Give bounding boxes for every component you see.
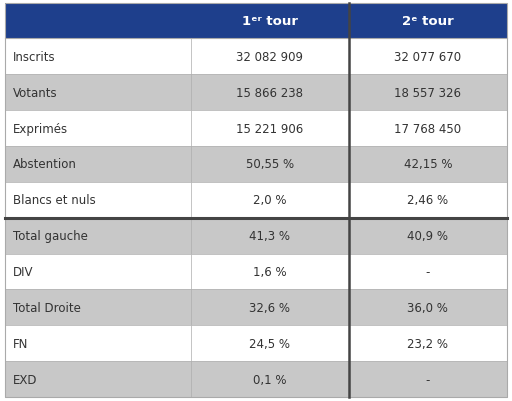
Text: 24,5 %: 24,5 % — [249, 337, 290, 350]
Text: DIV: DIV — [13, 265, 33, 278]
Bar — [191, 361, 349, 397]
Bar — [5, 361, 191, 397]
Bar — [349, 361, 507, 397]
Text: 41,3 %: 41,3 % — [249, 229, 290, 243]
Text: -: - — [425, 373, 430, 386]
Text: 2ᵉ tour: 2ᵉ tour — [402, 15, 454, 28]
Text: 1,6 %: 1,6 % — [253, 265, 287, 278]
Bar — [5, 147, 191, 182]
Bar — [5, 75, 191, 111]
Text: Exprimés: Exprimés — [13, 122, 68, 135]
Text: 23,2 %: 23,2 % — [408, 337, 449, 350]
Bar — [5, 39, 191, 75]
Bar — [5, 254, 191, 290]
Text: 42,15 %: 42,15 % — [403, 158, 452, 171]
Bar — [191, 182, 349, 218]
Bar — [349, 254, 507, 290]
Bar — [5, 290, 191, 326]
Text: Total Droite: Total Droite — [13, 301, 81, 314]
Bar — [349, 218, 507, 254]
Text: Inscrits: Inscrits — [13, 51, 55, 64]
Text: 32 077 670: 32 077 670 — [394, 51, 461, 64]
Text: FN: FN — [13, 337, 28, 350]
Text: 32 082 909: 32 082 909 — [237, 51, 303, 64]
Bar — [5, 182, 191, 218]
Text: 1ᵉʳ tour: 1ᵉʳ tour — [242, 15, 298, 28]
Bar — [191, 147, 349, 182]
Bar — [5, 218, 191, 254]
Text: EXD: EXD — [13, 373, 37, 386]
Text: -: - — [425, 265, 430, 278]
Text: 36,0 %: 36,0 % — [408, 301, 449, 314]
Text: Total gauche: Total gauche — [13, 229, 88, 243]
Bar — [191, 75, 349, 111]
Bar — [5, 326, 191, 361]
Bar — [191, 39, 349, 75]
Bar — [191, 254, 349, 290]
Text: Votants: Votants — [13, 87, 57, 99]
Bar — [349, 182, 507, 218]
Bar — [191, 218, 349, 254]
Text: 18 557 326: 18 557 326 — [394, 87, 461, 99]
Bar — [5, 4, 191, 39]
Bar — [349, 75, 507, 111]
Text: 32,6 %: 32,6 % — [249, 301, 290, 314]
Text: 15 866 238: 15 866 238 — [237, 87, 303, 99]
Bar — [349, 290, 507, 326]
Bar — [349, 147, 507, 182]
Bar — [191, 4, 349, 39]
Text: Blancs et nuls: Blancs et nuls — [13, 194, 96, 207]
Text: 2,46 %: 2,46 % — [407, 194, 449, 207]
Bar — [5, 111, 191, 147]
Text: 50,55 %: 50,55 % — [246, 158, 294, 171]
Text: 40,9 %: 40,9 % — [408, 229, 449, 243]
Bar — [349, 39, 507, 75]
Text: 0,1 %: 0,1 % — [253, 373, 287, 386]
Bar — [349, 4, 507, 39]
Bar — [191, 290, 349, 326]
Text: 2,0 %: 2,0 % — [253, 194, 287, 207]
Text: Abstention: Abstention — [13, 158, 77, 171]
Bar — [191, 326, 349, 361]
Bar — [349, 326, 507, 361]
Bar — [191, 111, 349, 147]
Text: 17 768 450: 17 768 450 — [394, 122, 461, 135]
Text: 15 221 906: 15 221 906 — [236, 122, 304, 135]
Bar — [349, 111, 507, 147]
